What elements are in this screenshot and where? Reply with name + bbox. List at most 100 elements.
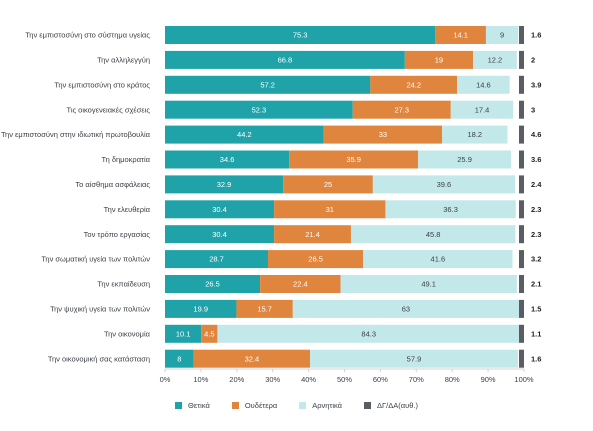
- bar-segment-positive: [165, 250, 269, 269]
- bar-segment-dk-na: [519, 349, 524, 368]
- bar-segment-dk-na: [519, 250, 524, 269]
- legend-label: Αρνητικά: [312, 401, 343, 410]
- x-tick-label: 60%: [373, 375, 388, 384]
- bar-segment-positive: [165, 349, 194, 368]
- bar-segment-negative: [310, 349, 518, 368]
- dk-na-value-label: 1.6: [531, 354, 541, 363]
- legend-swatch: [364, 402, 372, 409]
- data-label: 35.9: [346, 155, 361, 164]
- data-label: 9: [500, 31, 504, 40]
- data-label: 75.3: [293, 31, 308, 40]
- data-label: 25.9: [457, 155, 472, 164]
- bar-segment-positive: [165, 299, 237, 318]
- bar-segment-negative: [450, 100, 514, 119]
- x-tick-label: 100%: [514, 375, 534, 384]
- x-tick-label: 70%: [409, 375, 424, 384]
- data-label: 24.2: [406, 80, 421, 89]
- data-label: 45.8: [426, 230, 441, 239]
- data-label: 21.4: [305, 230, 320, 239]
- category-label: Τη δημοκρατία: [102, 155, 151, 164]
- bar-segment-dk-na: [519, 125, 524, 144]
- data-label: 39.6: [437, 180, 452, 189]
- bar-segment-negative: [473, 50, 517, 69]
- legend-item: ΔΓ/ΔΑ(αυθ.): [364, 401, 418, 410]
- dk-na-value-label: 2.1: [531, 280, 541, 289]
- bar-segment-dk-na: [519, 26, 524, 44]
- bar-segment-dk-na: [519, 324, 524, 343]
- bar-segment-positive: [165, 324, 202, 343]
- x-tick-label: 80%: [445, 375, 460, 384]
- bar-segment-positive: [165, 50, 405, 69]
- bar-segment-dk-na: [519, 225, 524, 244]
- bar-segment-dk-na: [519, 175, 524, 194]
- data-label: 52.3: [252, 105, 267, 114]
- data-label: 14.1: [453, 31, 468, 40]
- category-label: Την ψυχική υγεία των πολιτών: [50, 305, 150, 314]
- bar-segment-positive: [165, 200, 275, 219]
- dk-na-value-label: 3.9: [531, 80, 541, 89]
- legend-label: Θετικά: [188, 401, 210, 410]
- category-label: Την σωματική υγεία των πολιτών: [41, 255, 150, 264]
- data-label: 22.4: [293, 280, 308, 289]
- bar-segment-negative: [350, 225, 516, 244]
- data-label: 19: [435, 56, 443, 65]
- bar-segment-dk-na: [519, 75, 524, 94]
- bar-segment-negative: [442, 125, 508, 144]
- dk-na-value-label: 1.1: [531, 329, 541, 338]
- data-label: 26.5: [308, 255, 323, 264]
- bar-segment-neutral: [236, 299, 293, 318]
- bar-segment-negative: [217, 324, 521, 343]
- category-label: Τον τρόπο εργασίας: [84, 230, 151, 239]
- data-label: 30.4: [212, 205, 227, 214]
- dk-na-value-label: 2.3: [531, 205, 541, 214]
- legend-swatch: [299, 402, 307, 409]
- bar-segment-positive: [165, 26, 436, 44]
- legend-item: Θετικά: [175, 401, 210, 410]
- x-tick-label: 30%: [265, 375, 280, 384]
- dk-na-value-label: 3: [531, 105, 535, 114]
- x-tick-label: 50%: [337, 375, 352, 384]
- dk-na-value-label: 2.4: [531, 180, 542, 189]
- bar-segment-neutral: [260, 275, 341, 293]
- legend-label: Ουδέτερα: [244, 401, 278, 410]
- x-tick-label: 20%: [229, 375, 244, 384]
- dk-na-value-label: 1.5: [531, 305, 541, 314]
- x-tick-label: 0%: [160, 375, 171, 384]
- dk-na-value-label: 2: [531, 56, 535, 65]
- dk-na-value-label: 4.6: [531, 130, 541, 139]
- bar-segment-neutral: [323, 125, 443, 144]
- category-label: Την ελευθερία: [104, 205, 151, 214]
- dk-na-value-label: 1.6: [531, 31, 541, 40]
- bar-segment-dk-na: [519, 200, 524, 219]
- bar-segment-negative: [485, 26, 519, 44]
- data-label: 34.6: [220, 155, 235, 164]
- category-label: Την οικονομική σας κατάσταση: [48, 354, 150, 363]
- bar-segment-negative: [372, 175, 516, 194]
- bar-segment-dk-na: [519, 50, 524, 69]
- bar-segment-dk-na: [519, 299, 524, 318]
- data-label: 32.4: [245, 354, 260, 363]
- dk-na-value-label: 2.3: [531, 230, 541, 239]
- data-label: 36.3: [443, 205, 458, 214]
- bar-segment-neutral: [352, 100, 451, 119]
- x-tick-label: 40%: [301, 375, 316, 384]
- data-label: 28.7: [209, 255, 224, 264]
- category-label: Την εμπιστοσύνη στην ιδιωτική πρωτοβουλί…: [1, 130, 151, 139]
- data-label: 14.6: [476, 80, 491, 89]
- bar-segment-negative: [292, 299, 519, 318]
- bar-segment-positive: [165, 175, 284, 194]
- bar-segment-positive: [165, 100, 353, 119]
- bar-segment-negative: [418, 150, 512, 169]
- bar-segment-neutral: [274, 225, 351, 244]
- data-label: 41.6: [431, 255, 446, 264]
- category-label: Την εκπαίδευση: [97, 280, 150, 289]
- legend-label: ΔΓ/ΔΑ(αυθ.): [377, 401, 418, 410]
- data-label: 57.9: [407, 354, 422, 363]
- dk-na-value-label: 3.6: [531, 155, 541, 164]
- dk-na-value-label: 3.2: [531, 255, 541, 264]
- bar-segment-dk-na: [519, 275, 524, 293]
- bar-segment-neutral: [283, 175, 373, 194]
- x-tick-label: 90%: [481, 375, 496, 384]
- chart-legend: Θετικά Ουδέτερα Αρνητικά ΔΓ/ΔΑ(αυθ.): [0, 401, 593, 410]
- bar-segment-neutral: [274, 200, 386, 219]
